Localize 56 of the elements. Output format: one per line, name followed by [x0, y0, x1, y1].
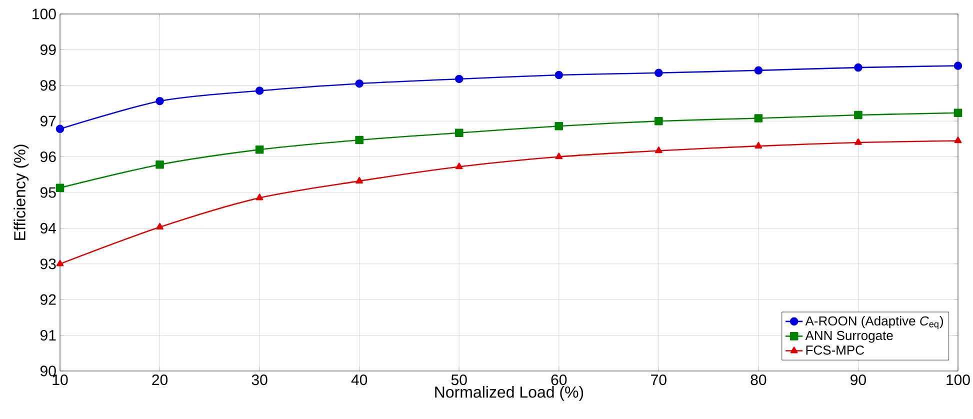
point: [156, 96, 164, 106]
point: [454, 128, 464, 138]
y-tick-label: 91: [40, 330, 56, 341]
point: [954, 136, 962, 144]
point: [455, 162, 463, 170]
point: [555, 152, 563, 160]
point: [355, 136, 364, 144]
point: [256, 194, 264, 200]
x-axis-title: Normalized Load (%): [435, 386, 584, 401]
y-tick-label: 95: [40, 187, 56, 198]
point: [754, 66, 763, 75]
point: [56, 184, 64, 192]
point: [654, 116, 663, 126]
point: [156, 222, 164, 230]
point: [854, 110, 862, 120]
point: [754, 142, 762, 148]
y-tick-label: 92: [40, 294, 56, 305]
y-tick-label: 94: [40, 222, 56, 234]
x-tick-label: 50: [451, 374, 467, 386]
y-tick-label: 98: [40, 80, 56, 91]
legend-label: FCS-MPC: [806, 345, 864, 355]
y-axis-title: Efficiency (%): [14, 144, 29, 240]
x-tick-label: 30: [252, 374, 268, 386]
point: [554, 122, 564, 130]
point: [954, 62, 962, 70]
point: [355, 79, 364, 88]
point: [255, 86, 264, 95]
x-tick-label: 80: [750, 374, 766, 386]
point: [654, 146, 662, 154]
x-tick-label: 10: [52, 374, 68, 386]
point: [56, 260, 64, 266]
x-tick-label: 20: [152, 374, 168, 386]
x-tick-label: 40: [351, 374, 368, 386]
y-tick-label: 100: [32, 8, 56, 20]
y-tick-label: 97: [40, 116, 56, 126]
y-tick-label: 93: [40, 258, 56, 270]
point: [554, 70, 564, 80]
point: [754, 114, 763, 122]
legend-label: A-ROON (Adaptive C$_{eq}$): [805, 316, 944, 330]
y-tick-label: 90: [40, 366, 56, 376]
legend-label: ANN Surrogate: [805, 330, 893, 343]
point: [356, 176, 364, 184]
y-tick-label: 99: [40, 44, 56, 55]
point: [156, 160, 164, 169]
point: [454, 74, 464, 84]
point: [954, 108, 962, 118]
x-tick-label: 70: [651, 374, 666, 386]
point: [654, 68, 663, 78]
x-tick-label: 60: [551, 374, 567, 386]
point: [854, 63, 862, 72]
x-tick-label: 90: [850, 374, 866, 386]
x-tick-label: 100: [946, 374, 970, 386]
point: [854, 138, 862, 145]
y-tick-label: 96: [40, 151, 56, 162]
point: [56, 124, 64, 134]
point: [255, 146, 264, 154]
